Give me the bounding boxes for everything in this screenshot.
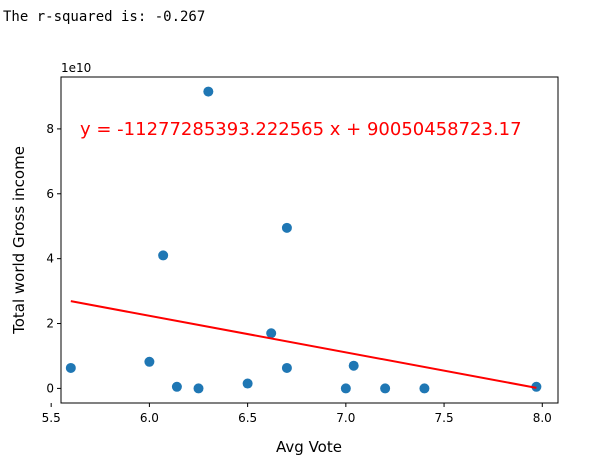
data-point	[380, 383, 391, 394]
x-axis-label: Avg Vote	[276, 438, 342, 456]
data-point	[281, 222, 292, 233]
x-tick-label: 8.0	[533, 411, 552, 425]
data-point	[193, 383, 204, 394]
x-tick-label: 7.5	[435, 411, 454, 425]
data-point	[144, 356, 155, 367]
data-point	[531, 381, 542, 392]
x-tick-label: 6.5	[238, 411, 257, 425]
r-squared-output: The r-squared is: -0.267	[3, 9, 206, 25]
data-points	[65, 86, 542, 394]
y-offset-label: 1e10	[61, 61, 91, 75]
y-axis-label: Total world Gross income	[10, 146, 28, 335]
y-tick-label: 2	[46, 317, 54, 331]
x-tick-label: 5.5	[42, 411, 61, 425]
data-point	[65, 362, 76, 373]
x-tick-label: 6.0	[140, 411, 159, 425]
data-point	[171, 381, 182, 392]
x-tick-label: 7.0	[336, 411, 355, 425]
data-point	[281, 362, 292, 373]
data-point	[266, 328, 277, 339]
data-point	[158, 250, 169, 261]
y-tick-label: 6	[46, 187, 54, 201]
data-point	[242, 378, 253, 389]
y-tick-label: 8	[46, 122, 54, 136]
data-point	[203, 86, 214, 97]
data-point	[348, 360, 359, 371]
y-tick-label: 4	[46, 252, 54, 266]
plot-area	[60, 76, 559, 404]
data-point	[419, 383, 430, 394]
y-tick-label: 0	[46, 381, 54, 395]
data-point	[340, 383, 351, 394]
x-axis: 5.5 6.0 6.5 7.0 7.5 8.0	[42, 403, 552, 425]
regression-line	[70, 300, 537, 389]
y-axis: 0 2 4 6 8	[46, 122, 61, 395]
regression-equation: y = -11277285393.222565 x + 90050458723.…	[80, 119, 522, 140]
